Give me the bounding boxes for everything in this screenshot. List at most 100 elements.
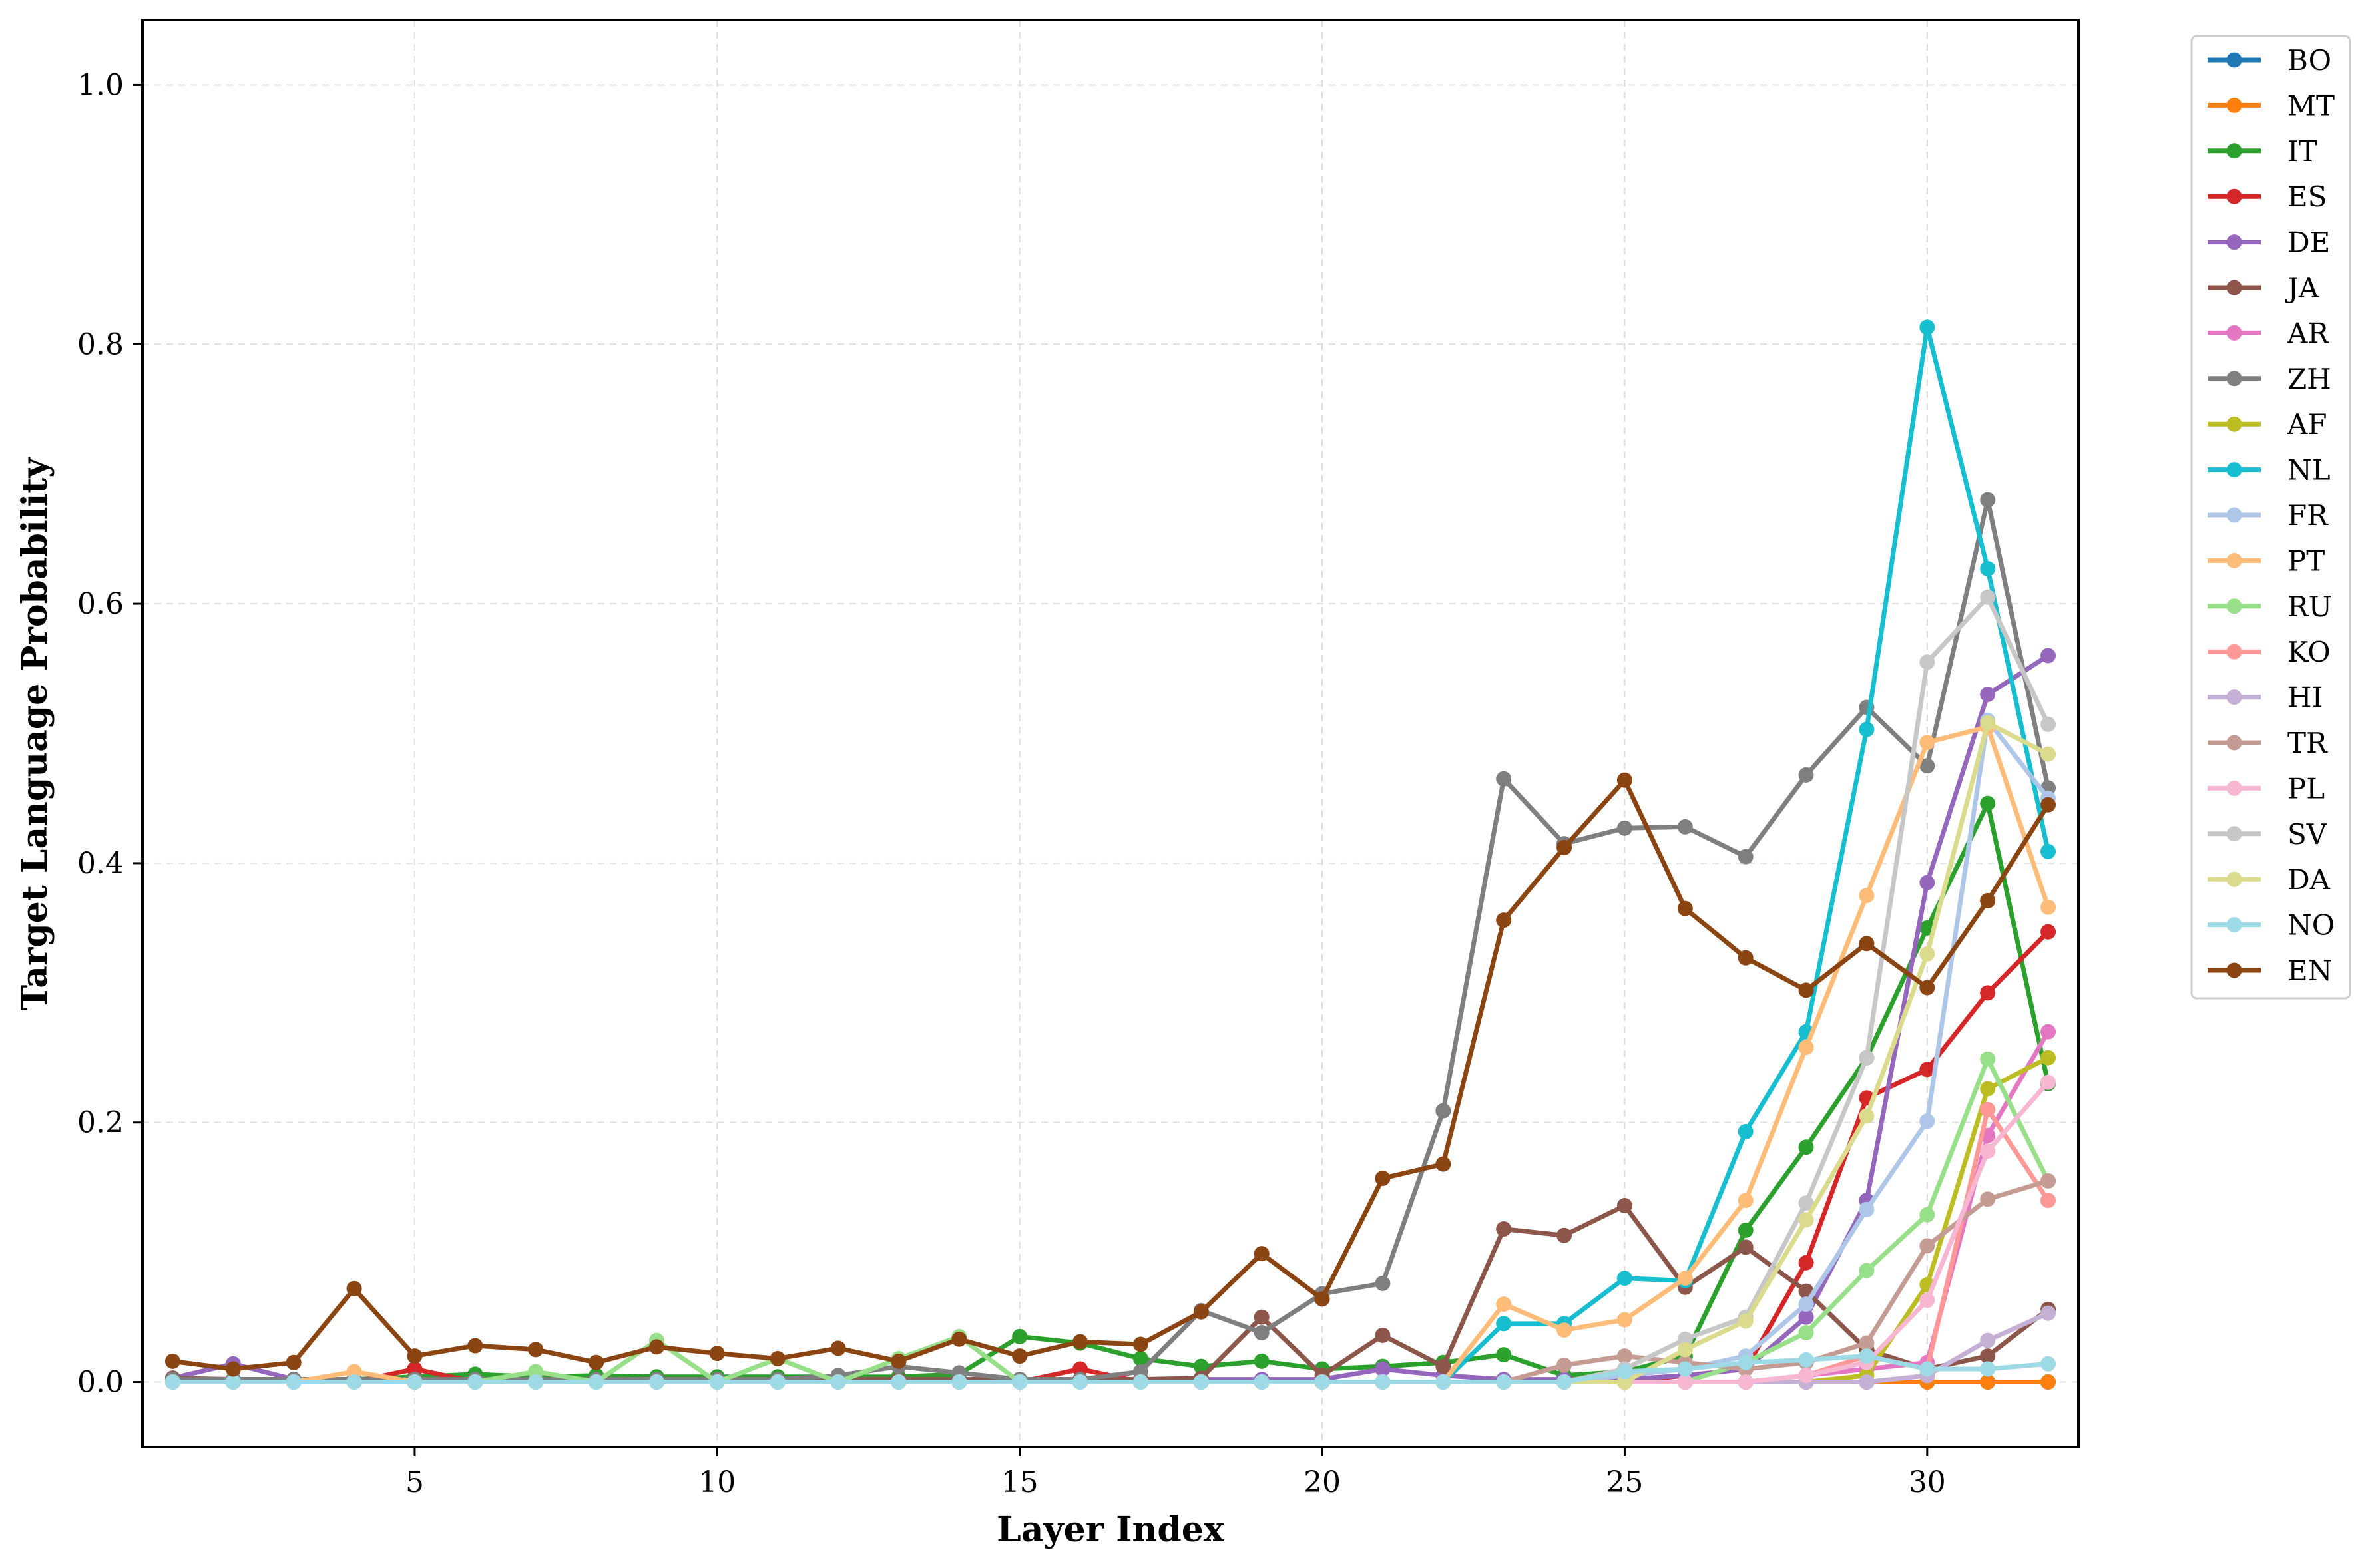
data-point — [648, 1339, 664, 1355]
y-tick-label: 0.0 — [77, 1366, 124, 1400]
data-point — [1798, 1040, 1814, 1056]
y-tick-label: 0.8 — [77, 327, 124, 361]
data-point — [1375, 1361, 1391, 1377]
legend-swatch-marker — [2226, 962, 2242, 978]
x-tick-label: 5 — [405, 1466, 424, 1499]
legend-swatch-marker — [2226, 689, 2242, 705]
data-point — [1496, 1316, 1512, 1332]
data-point — [1859, 1263, 1875, 1278]
legend-label: KO — [2287, 636, 2331, 668]
legend-item-bo: BO — [2208, 44, 2331, 77]
data-point — [407, 1348, 423, 1364]
legend-item-nl: NL — [2208, 454, 2331, 487]
data-point — [1254, 1309, 1270, 1325]
legend-item-ar: AR — [2208, 317, 2329, 349]
data-point — [286, 1374, 302, 1390]
data-point — [346, 1374, 362, 1390]
data-point — [1314, 1291, 1330, 1307]
data-point — [2040, 1074, 2056, 1090]
data-point — [1496, 771, 1512, 787]
data-point — [1859, 1348, 1875, 1364]
legend-swatch-marker — [2226, 52, 2242, 68]
data-point — [1132, 1350, 1148, 1366]
data-point — [2040, 716, 2056, 732]
legend-item-es: ES — [2208, 180, 2327, 213]
data-point — [2040, 797, 2056, 813]
legend-item-pl: PL — [2208, 772, 2325, 805]
data-point — [1556, 1227, 1572, 1243]
legend-swatch-marker — [2226, 644, 2242, 660]
data-point — [951, 1374, 967, 1390]
data-point — [528, 1342, 544, 1358]
data-point — [1193, 1374, 1209, 1390]
legend-label: NL — [2287, 454, 2331, 487]
data-point — [1919, 1292, 1935, 1308]
data-point — [1919, 875, 1935, 890]
data-point — [1677, 900, 1693, 916]
legend-swatch-marker — [2226, 97, 2242, 113]
legend-swatch-marker — [2226, 416, 2242, 432]
data-point — [1980, 1191, 1996, 1207]
data-point — [1859, 936, 1875, 952]
series-no — [164, 1348, 2056, 1390]
data-point — [1798, 982, 1814, 998]
data-point — [1496, 1347, 1512, 1363]
data-point — [709, 1374, 725, 1390]
legend-swatch-marker — [2226, 735, 2242, 751]
legend-label: SV — [2287, 818, 2327, 851]
data-point — [1980, 1332, 1996, 1348]
data-point — [1919, 654, 1935, 670]
data-point — [770, 1374, 786, 1390]
data-point — [1919, 1062, 1935, 1078]
legend-item-no: NO — [2208, 909, 2335, 942]
legend-label: AF — [2287, 408, 2327, 441]
series-line-no — [170, 1354, 2051, 1385]
data-point — [2040, 1050, 2056, 1066]
data-point — [1980, 892, 1996, 908]
data-point — [1616, 1364, 1632, 1380]
data-point — [1254, 1374, 1270, 1390]
data-point — [1980, 985, 1996, 1001]
x-tick-label: 15 — [1001, 1466, 1039, 1499]
data-point — [1798, 1368, 1814, 1384]
data-point — [2040, 1193, 2056, 1209]
data-point — [1980, 1348, 1996, 1364]
data-point — [1738, 950, 1754, 966]
legend-label: TR — [2287, 727, 2328, 759]
legend-item-de: DE — [2208, 226, 2330, 259]
data-point — [1496, 1374, 1512, 1390]
data-point — [1375, 1171, 1391, 1187]
data-point — [1798, 1296, 1814, 1312]
legend-label: AR — [2287, 317, 2329, 349]
legend-label: EN — [2287, 954, 2332, 987]
legend-label: ZH — [2287, 363, 2331, 395]
data-point — [1798, 767, 1814, 783]
data-point — [1859, 721, 1875, 737]
data-point — [286, 1354, 302, 1370]
data-point — [589, 1354, 604, 1370]
data-point — [1012, 1374, 1028, 1390]
legend-item-ja: JA — [2208, 272, 2319, 304]
y-axis-ticks: 0.0 0.2 0.4 0.6 0.8 1.0 — [77, 68, 142, 1400]
data-point — [1254, 1246, 1270, 1262]
data-point — [2040, 899, 2056, 915]
legend-item-en: EN — [2208, 954, 2332, 987]
legend-item-mt: MT — [2208, 89, 2335, 122]
data-point — [1980, 589, 1996, 605]
data-point — [467, 1338, 483, 1354]
legend-swatch-marker — [2226, 507, 2242, 523]
data-point — [2040, 924, 2056, 940]
legend-swatch-marker — [2226, 325, 2242, 341]
data-point — [1132, 1336, 1148, 1352]
legend-label: RU — [2287, 590, 2332, 623]
x-tick-label: 10 — [698, 1466, 736, 1499]
data-point — [1496, 1221, 1512, 1237]
data-point — [1798, 1195, 1814, 1211]
data-point — [830, 1340, 846, 1356]
data-point — [1798, 1212, 1814, 1228]
data-point — [709, 1346, 725, 1362]
data-point — [1980, 1361, 1996, 1377]
data-point — [1738, 1374, 1754, 1390]
legend-label: DE — [2287, 226, 2330, 259]
